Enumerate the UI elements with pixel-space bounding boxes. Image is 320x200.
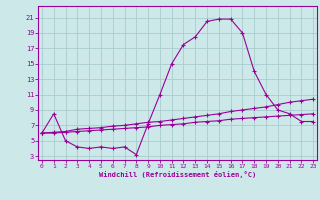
X-axis label: Windchill (Refroidissement éolien,°C): Windchill (Refroidissement éolien,°C) (99, 171, 256, 178)
